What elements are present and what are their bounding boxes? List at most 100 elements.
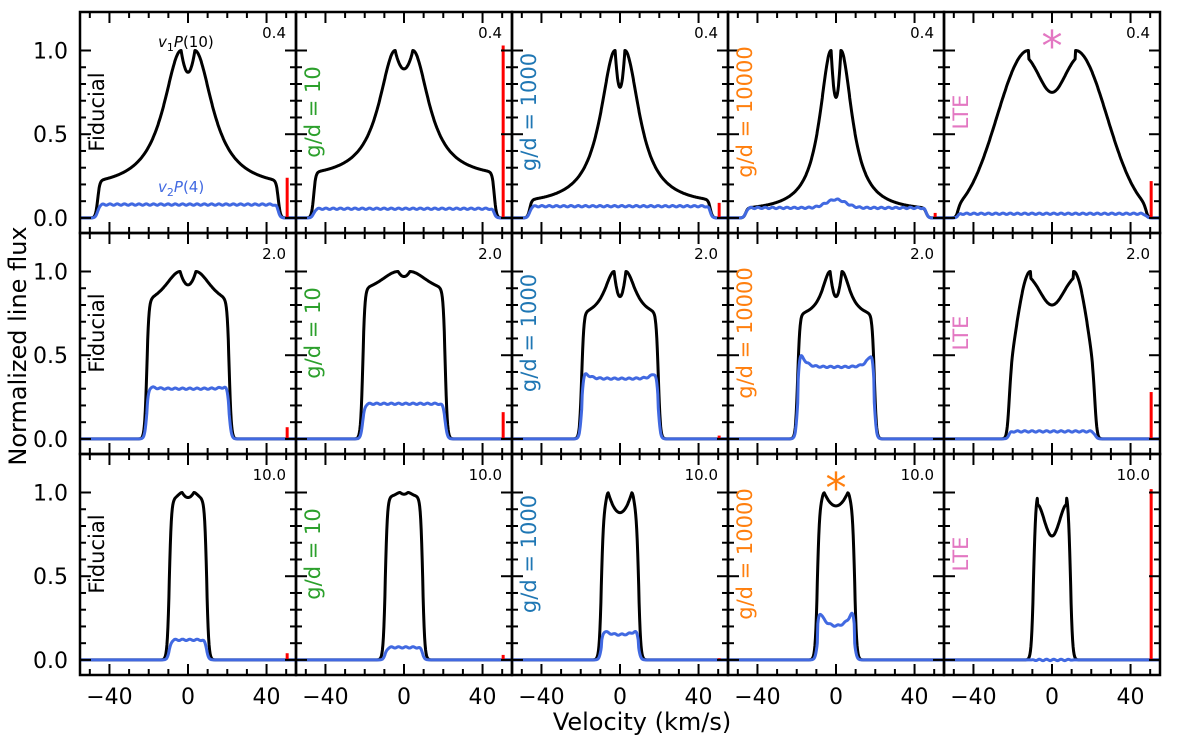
column-label: g/d = 10: [301, 508, 325, 599]
v1-line-r0-c2: [511, 49, 729, 220]
y-tick-label: 0.0: [33, 649, 68, 674]
row-label: 0.4: [910, 24, 934, 42]
panel-r0-c2: g/d = 1000 0.4: [510, 10, 730, 235]
v1-line-label: v1P(10): [158, 33, 214, 54]
x-tick-label: 0: [181, 685, 195, 710]
panel-r1-c4: LTE 2.0: [942, 231, 1162, 456]
column-label: Fiducial: [85, 72, 109, 151]
panel-r1-c0: Fiducial 2.0 0.0 0.5 1.0: [33, 231, 298, 456]
row-label: 10.0: [901, 466, 934, 484]
panel-r1-c2: g/d = 1000 2.0: [510, 231, 730, 456]
v1-line-r0-c4: [943, 49, 1161, 220]
panel-r2-c4: LTE 10.0 −40 0 40: [942, 452, 1162, 710]
y-tick-label: 0.5: [33, 344, 68, 369]
v1-line-r0-c0: [79, 49, 297, 220]
v2-line-r2-c0: [79, 637, 297, 662]
y-tick-label: 1.0: [33, 482, 68, 507]
row-label: 0.4: [1126, 24, 1150, 42]
row-label: 2.0: [910, 245, 934, 263]
x-tick-label: −40: [518, 685, 564, 710]
row-label: 0.4: [694, 24, 718, 42]
row-label: 2.0: [478, 245, 502, 263]
column-label: g/d = 10000: [733, 488, 757, 620]
y-tick-label: 1.0: [33, 40, 68, 65]
row-label: 2.0: [262, 245, 286, 263]
star-marker: *: [826, 463, 847, 512]
row-label: 2.0: [1126, 245, 1150, 263]
y-tick-label: 1.0: [33, 261, 68, 286]
v1-line-r1-c1: [295, 270, 513, 441]
x-axis-label: Velocity (km/s): [553, 708, 731, 736]
row-label: 0.4: [478, 24, 502, 42]
x-tick-label: 40: [469, 685, 497, 710]
x-tick-label: −40: [950, 685, 996, 710]
v2-line-r0-c3: [727, 197, 945, 220]
y-tick-label: 0.0: [33, 428, 68, 453]
row-label: 10.0: [1117, 466, 1150, 484]
x-tick-label: −40: [302, 685, 348, 710]
v2-line-r1-c2: [511, 372, 729, 441]
x-tick-label: 40: [253, 685, 281, 710]
x-tick-label: −40: [86, 685, 132, 710]
panel-frame: [510, 10, 730, 235]
column-label: Fiducial: [85, 293, 109, 372]
column-label: g/d = 10000: [733, 46, 757, 178]
v2-line-r2-c4: [943, 657, 1161, 663]
x-tick-label: 40: [685, 685, 713, 710]
v2-line-r1-c3: [727, 354, 945, 441]
v2-line-r2-c2: [511, 630, 729, 662]
panel-r1-c1: g/d = 10 2.0: [294, 231, 514, 456]
column-label: g/d = 1000: [517, 274, 541, 392]
panel-frame: [294, 452, 514, 677]
v1-line-r2-c0: [79, 491, 297, 662]
panel-frame: [294, 231, 514, 456]
x-tick-label: 40: [1117, 685, 1145, 710]
v1-line-r2-c4: [943, 496, 1161, 662]
v1-line-r1-c3: [727, 270, 945, 441]
column-label: LTE: [949, 95, 973, 130]
x-tick-label: 0: [397, 685, 411, 710]
v2-line-r2-c3: [727, 611, 945, 662]
column-label: Fiducial: [85, 514, 109, 593]
v2-line-r1-c0: [79, 385, 297, 441]
row-label: 10.0: [469, 466, 502, 484]
v2-line-r1-c4: [943, 429, 1161, 441]
x-tick-label: 0: [613, 685, 627, 710]
column-label: LTE: [949, 537, 973, 572]
v1-line-r0-c1: [295, 49, 513, 220]
panel-r2-c1: g/d = 10 10.0 −40 0 40: [294, 452, 514, 710]
panel-frame: [78, 452, 298, 677]
panel-frame: [726, 231, 946, 456]
y-axis-label: Normalized line flux: [4, 226, 32, 465]
panel-r0-c3: g/d = 10000 0.4: [726, 10, 946, 235]
column-label: g/d = 10: [301, 287, 325, 378]
v1-line-r2-c3: [727, 491, 945, 662]
y-tick-label: 0.5: [33, 123, 68, 148]
row-label: 2.0: [694, 245, 718, 263]
panel-frame: [510, 452, 730, 677]
x-tick-label: 0: [1045, 685, 1059, 710]
star-marker: *: [1042, 21, 1063, 70]
y-tick-label: 0.5: [33, 565, 68, 590]
v1-line-r2-c1: [295, 491, 513, 662]
panel-frame: [294, 10, 514, 235]
v1-line-r0-c3: [727, 49, 945, 220]
panel-r1-c3: g/d = 10000 2.0: [726, 231, 946, 456]
v2-line-r0-c2: [511, 204, 729, 220]
row-label: 10.0: [685, 466, 718, 484]
panel-frame: [942, 452, 1162, 677]
v2-line-label: v2P(4): [158, 178, 204, 199]
v1-line-r1-c0: [79, 270, 297, 441]
v2-line-r0-c0: [79, 202, 297, 220]
v2-line-r1-c1: [295, 401, 513, 441]
panel-frame: [942, 231, 1162, 456]
y-tick-label: 0.0: [33, 207, 68, 232]
column-label: LTE: [949, 316, 973, 351]
panel-r0-c1: g/d = 10 0.4: [294, 10, 514, 235]
panel-frame: [78, 231, 298, 456]
column-label: g/d = 10000: [733, 267, 757, 399]
panel-frame: [510, 231, 730, 456]
v1-line-r1-c2: [511, 270, 729, 441]
x-tick-label: 40: [901, 685, 929, 710]
